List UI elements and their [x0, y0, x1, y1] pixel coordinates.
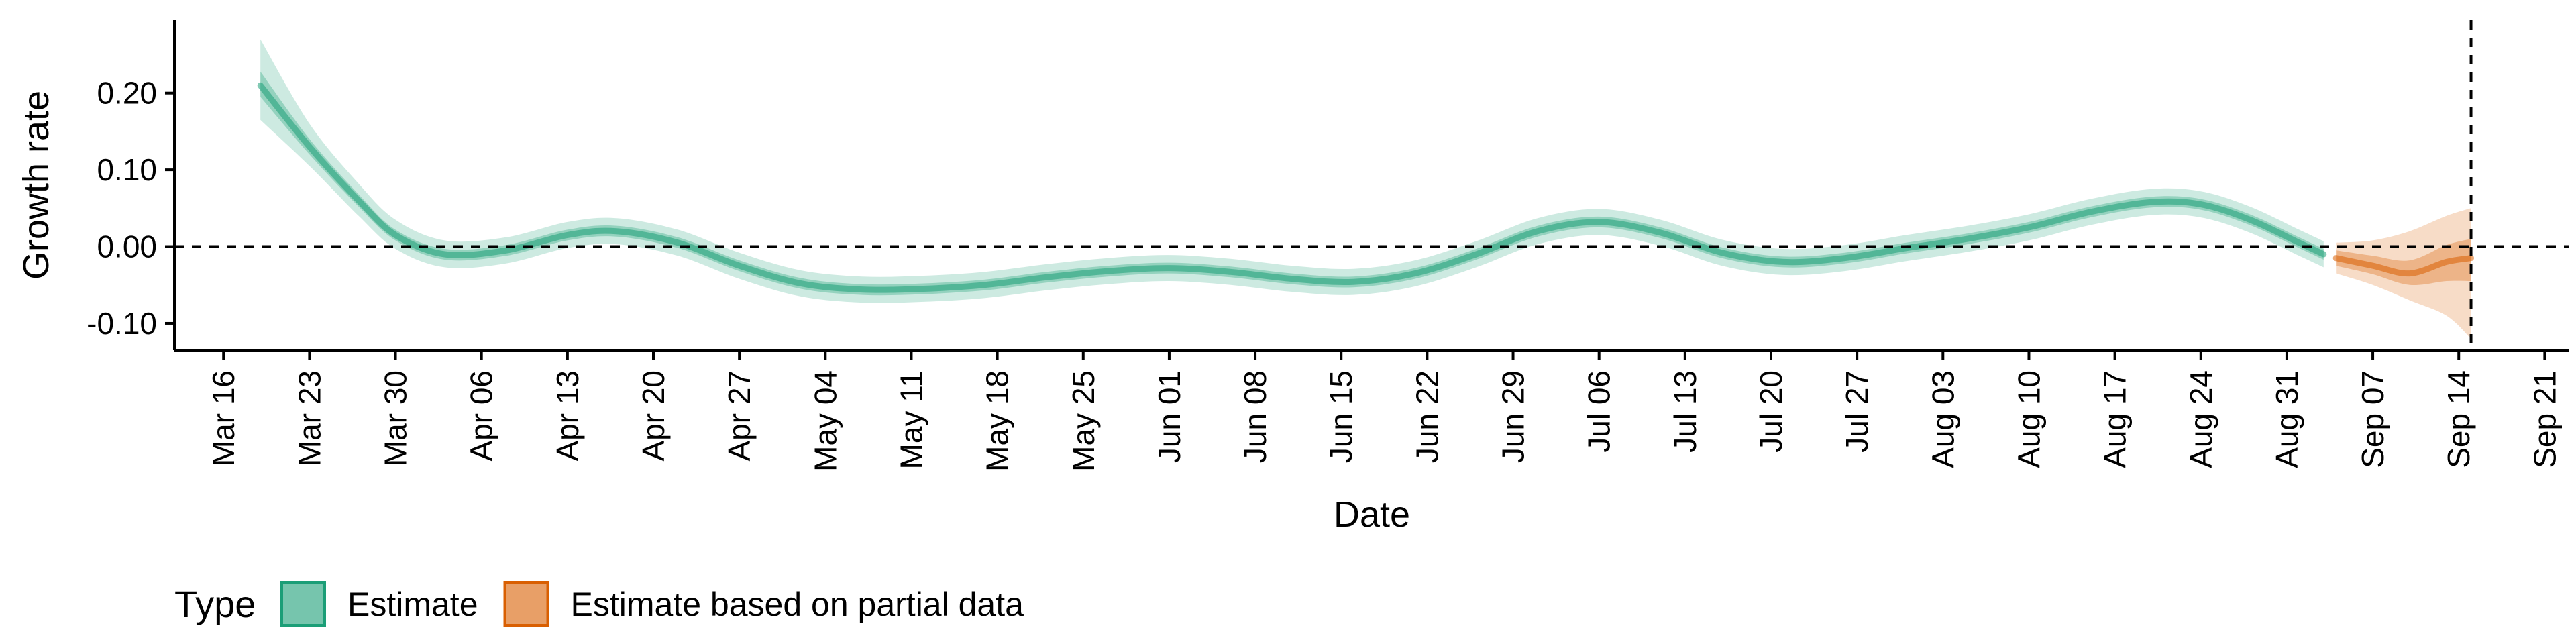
x-tick-label: Apr 27 — [722, 370, 757, 462]
x-tick-label: Sep 14 — [2441, 370, 2476, 468]
estimate-band-50 — [260, 71, 2324, 296]
x-tick-label: Sep 07 — [2355, 370, 2390, 468]
x-tick-label: Aug 24 — [2184, 370, 2218, 468]
x-tick-label: Apr 06 — [464, 370, 499, 462]
legend-label-partial: Estimate based on partial data — [571, 586, 1024, 623]
y-axis-title: Growth rate — [16, 91, 56, 280]
x-tick-label: Jul 20 — [1754, 370, 1788, 453]
x-tick-label: Apr 20 — [636, 370, 671, 462]
x-tick-label: May 25 — [1066, 370, 1101, 472]
partial-median-line — [2332, 255, 2474, 277]
x-axis-title: Date — [1334, 494, 1410, 535]
x-tick-label: Mar 23 — [292, 370, 327, 466]
x-tick-label: Jun 29 — [1496, 370, 1531, 463]
x-tick-label: Mar 16 — [206, 370, 241, 466]
y-tick-label: -0.10 — [87, 306, 157, 341]
y-tick-label: 0.20 — [97, 76, 157, 111]
legend-title: Type — [174, 583, 256, 625]
x-tick-label: Jul 13 — [1668, 370, 1703, 453]
legend-swatch-estimate — [280, 581, 326, 627]
x-tick-label: May 18 — [980, 370, 1015, 472]
y-axis-ticks: 0.20 0.10 0.00 -0.10 — [87, 76, 174, 341]
x-axis-ticks: Mar 16 Mar 23 Mar 30 Apr 06 Apr 13 Apr 20 Apr … — [206, 350, 2562, 472]
legend-swatch-partial — [503, 581, 549, 627]
x-tick-label: Jun 15 — [1324, 370, 1358, 463]
y-tick-label: 0.10 — [97, 152, 157, 187]
x-tick-label: Jul 27 — [1839, 370, 1874, 453]
x-tick-label: Apr 13 — [550, 370, 585, 462]
legend: Type Estimate Estimate based on partial d… — [174, 581, 1024, 627]
partial-band-50 — [2336, 239, 2471, 286]
x-tick-label: Aug 31 — [2269, 370, 2304, 468]
x-tick-label: Jun 01 — [1152, 370, 1187, 463]
x-tick-label: Aug 03 — [1925, 370, 1960, 468]
x-tick-label: Aug 17 — [2098, 370, 2133, 468]
x-tick-label: Sep 21 — [2527, 370, 2562, 468]
y-tick-label: 0.00 — [97, 229, 157, 264]
x-tick-label: Jun 08 — [1238, 370, 1273, 463]
x-tick-label: Jul 06 — [1582, 370, 1617, 453]
x-tick-label: Aug 10 — [2011, 370, 2046, 468]
estimate-band-90 — [260, 39, 2324, 303]
median-lines-layer — [257, 82, 2474, 293]
x-tick-label: May 04 — [808, 370, 843, 472]
x-tick-label: May 11 — [894, 370, 928, 469]
x-tick-label: Mar 30 — [378, 370, 413, 466]
bands-layer — [260, 39, 2471, 339]
x-tick-label: Jun 22 — [1409, 370, 1444, 463]
estimate-median-line — [257, 82, 2327, 293]
legend-label-estimate: Estimate — [347, 586, 478, 623]
